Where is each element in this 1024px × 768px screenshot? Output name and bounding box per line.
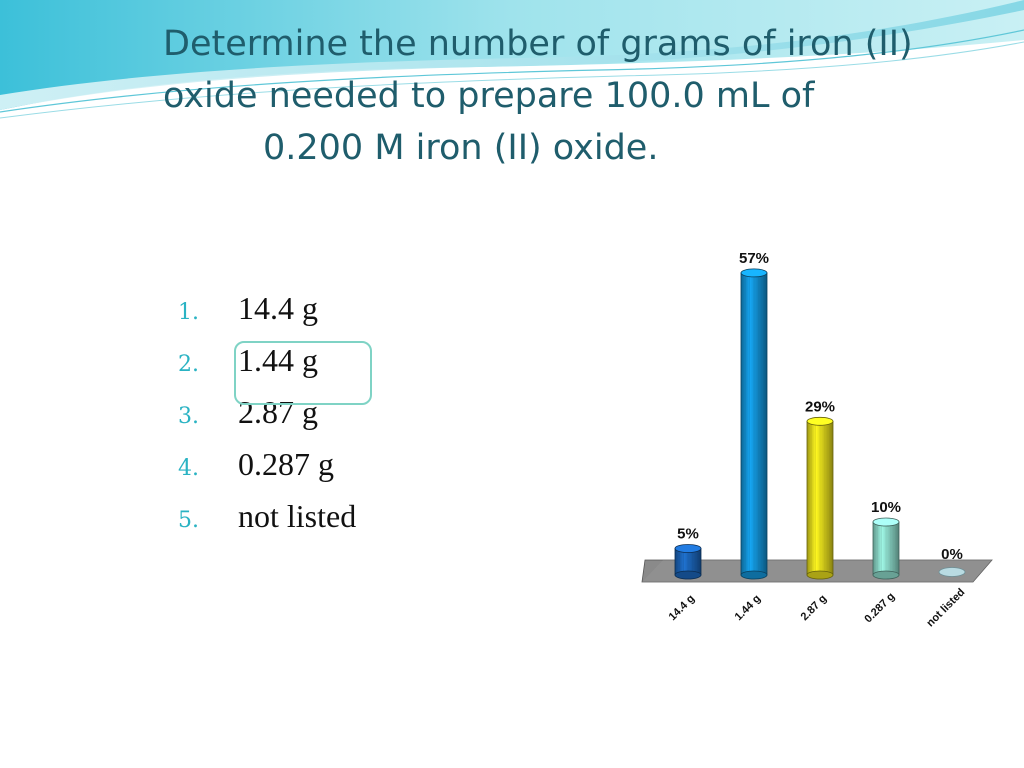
answer-label: 2.87 g	[238, 394, 318, 430]
correct-answer-highlight	[234, 341, 372, 405]
answer-number: 5.	[178, 508, 199, 533]
category-tick-label: 1.44 g	[733, 593, 764, 624]
bar-value-label: 57%	[739, 250, 769, 267]
title-line-2: oxide needed to prepare 100.0 mL of	[163, 76, 815, 116]
response-bar-chart: 5% 14.4 g 57% 1.44 g 29% 2.87 g 10% 0.287 g 0% no…	[641, 250, 993, 629]
answer-label: 0.287 g	[238, 446, 334, 482]
bar-base	[872, 570, 900, 580]
answer-number: 4.	[178, 456, 199, 481]
answer-label: not listed	[238, 498, 357, 534]
answer-number: 2.	[178, 352, 199, 377]
bar-cap	[806, 416, 834, 426]
category-tick-label: 2.87 g	[799, 593, 830, 624]
answer-option-5[interactable]: 5. not listed	[178, 498, 356, 550]
answer-number: 1.	[178, 300, 199, 325]
answer-option-1[interactable]: 1. 14.4 g	[178, 290, 356, 342]
category-tick-label: 0.287 g	[862, 590, 897, 625]
title-line-1: Determine the number of grams of iron (I…	[163, 24, 913, 64]
bar-value-label: 10%	[871, 499, 901, 516]
slide-title: Determine the number of grams of iron (I…	[163, 18, 983, 174]
bar-value-label: 29%	[805, 398, 835, 415]
answer-list: 1. 14.4 g 2. 1.44 g 3. 2.87 g 4. 0.287 g…	[178, 290, 356, 550]
answer-label: 14.4 g	[238, 290, 318, 326]
bar-cap	[674, 544, 702, 553]
bar-base	[740, 570, 768, 580]
title-line-3: 0.200 M iron (II) oxide.	[263, 128, 659, 168]
bar-base	[806, 570, 834, 580]
bar-value-label: 0%	[941, 546, 963, 563]
category-tick-label: not listed	[924, 586, 967, 629]
category-tick-label: 14.4 g	[667, 593, 698, 624]
answer-option-2[interactable]: 2. 1.44 g	[178, 342, 356, 394]
bar-base	[674, 570, 702, 580]
answer-option-4[interactable]: 4. 0.287 g	[178, 446, 356, 498]
answer-option-3[interactable]: 3. 2.87 g	[178, 394, 356, 446]
answer-label: 1.44 g	[238, 342, 318, 378]
wave-background	[0, 0, 1024, 119]
bar-value-label: 5%	[677, 526, 699, 543]
bar-cap	[872, 517, 900, 527]
answer-number: 3.	[178, 404, 199, 429]
bar-cap	[740, 268, 768, 278]
bar-zero-disc	[938, 567, 966, 577]
